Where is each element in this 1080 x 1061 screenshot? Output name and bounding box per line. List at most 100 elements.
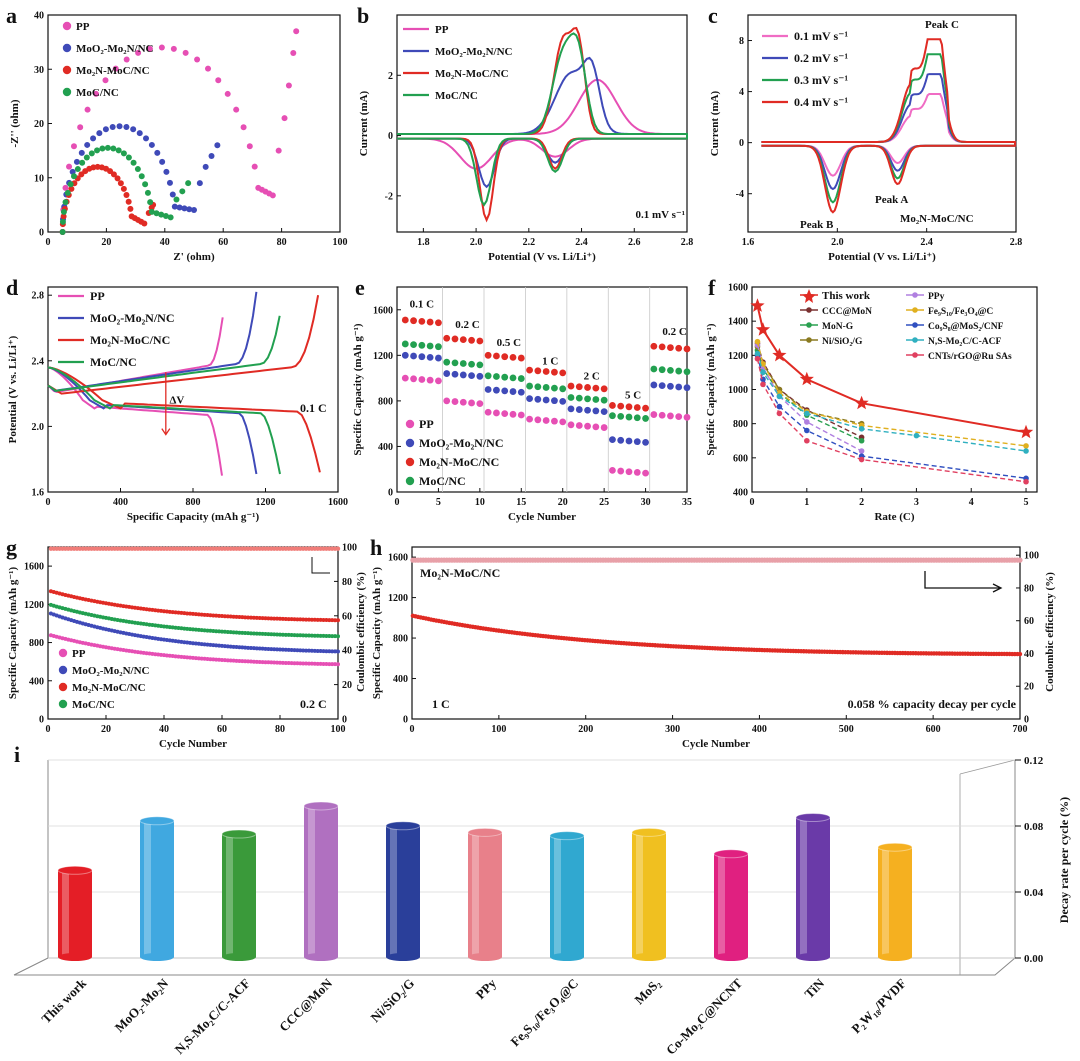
capacity-point <box>202 642 207 647</box>
rate-point <box>675 344 683 352</box>
capacity-point <box>179 654 184 659</box>
capacity-point <box>312 617 317 622</box>
nyquist-point <box>138 173 145 180</box>
capacity-point <box>185 640 190 645</box>
legend-marker <box>58 648 68 658</box>
legend-entry: MoO₂-Mo₂N/NC <box>76 43 154 55</box>
capacity-point <box>205 628 210 633</box>
rate-point <box>476 372 484 380</box>
capacity-point <box>234 614 239 619</box>
nyquist-point <box>109 123 116 130</box>
legend-entry: 0.2 mV s⁻¹ <box>794 51 848 65</box>
rate-point <box>476 400 484 408</box>
nyquist-point <box>112 65 119 72</box>
legend-entry: MoC/NC <box>90 355 137 369</box>
capacity-point <box>153 623 158 628</box>
category-label: Co-Mo₂C@NCNT <box>663 975 745 1057</box>
nyquist-point <box>233 106 240 113</box>
rate-point <box>551 368 558 376</box>
capacity-point <box>321 633 326 638</box>
star-marker <box>1018 424 1034 439</box>
capacity-point <box>336 618 340 623</box>
y-tick-label: 800 <box>29 638 44 649</box>
capacity-point <box>327 662 332 667</box>
nyquist-point <box>73 158 80 165</box>
capacity-point <box>228 630 233 635</box>
rate-point <box>633 404 641 411</box>
capacity-point <box>237 658 242 663</box>
nyquist-point <box>117 180 124 187</box>
capacity-point <box>208 628 213 633</box>
star-marker <box>854 395 869 410</box>
y-tick-label: 1000 <box>728 385 748 396</box>
nyquist-point <box>94 147 101 154</box>
legend-entry: 0.4 mV s⁻¹ <box>794 95 848 109</box>
capacity-point <box>225 629 230 634</box>
capacity-point <box>211 643 216 648</box>
capacity-point <box>141 606 146 611</box>
rate-point <box>625 437 633 445</box>
rate-point <box>534 395 542 403</box>
bar-base <box>58 953 92 961</box>
rate-point <box>493 386 500 394</box>
y-tick-label: 2.4 <box>32 356 45 367</box>
capacity-point <box>173 610 178 615</box>
bar-base <box>714 953 748 961</box>
rate-point <box>501 410 509 418</box>
rate-point <box>484 351 492 359</box>
nyquist-point <box>123 56 130 63</box>
capacity-point <box>315 648 320 653</box>
nyquist-point <box>114 175 121 182</box>
legend-marker <box>62 87 72 97</box>
rate-point <box>559 385 567 393</box>
nyquist-point <box>84 141 91 148</box>
capacity-point <box>278 660 282 665</box>
series-marker <box>804 410 810 417</box>
capacity-point <box>234 645 239 650</box>
nyquist-point <box>181 205 188 212</box>
capacity-point <box>222 614 227 619</box>
nyquist-point <box>90 135 97 142</box>
capacity-point <box>222 658 227 663</box>
y-tick-label: 1200 <box>728 351 748 362</box>
x-tick-label: 400 <box>752 724 767 735</box>
nyquist-point <box>79 159 86 166</box>
capacity-point <box>292 617 297 622</box>
capacity-point <box>321 649 326 654</box>
capacity-point <box>170 638 175 643</box>
y2-tick-label: 100 <box>1024 551 1039 562</box>
nyquist-point <box>179 188 186 195</box>
bar-highlight <box>308 805 315 957</box>
rate-label: 0.2 C <box>455 319 480 331</box>
capacity-point <box>220 614 224 619</box>
x-axis-label: Potential (V vs. Li/Li⁺) <box>488 251 596 263</box>
legend-entry: Mo₂N-MoC/NC <box>72 682 146 694</box>
rate-point <box>493 373 500 380</box>
legend-marker <box>405 457 415 467</box>
y2-tick-label: 60 <box>1024 616 1034 627</box>
rate-point <box>683 368 691 376</box>
capacity-point <box>193 641 198 646</box>
capacity-point <box>327 649 332 654</box>
x-axis-label: Cycle Number <box>508 511 576 523</box>
legend-entry: Co₉S₈@MoS₂/CNF <box>928 322 1004 332</box>
capacity-point <box>309 633 314 638</box>
capacity-point <box>330 618 335 623</box>
nyquist-point <box>135 49 142 56</box>
panel-f: 0 1 2 3 4 5 400 600 800 1000 1200 1400 1600 Rate (C) S… <box>705 275 1038 523</box>
capacity-point <box>156 652 161 657</box>
series-marker <box>760 381 766 388</box>
nyquist-point <box>194 56 201 63</box>
y2-tick-label: 20 <box>1024 682 1034 693</box>
capacity-point <box>234 658 239 663</box>
arrow-head <box>161 428 171 436</box>
legend-marker <box>62 43 72 53</box>
capacity-point <box>150 607 155 612</box>
rate-point <box>542 396 550 404</box>
capacity-point <box>185 611 190 616</box>
bar-cap <box>139 816 175 826</box>
y-tick-label: 1600 <box>728 283 748 294</box>
capacity-point <box>272 647 277 652</box>
rate-point <box>617 402 625 410</box>
capacity-point <box>147 622 152 627</box>
